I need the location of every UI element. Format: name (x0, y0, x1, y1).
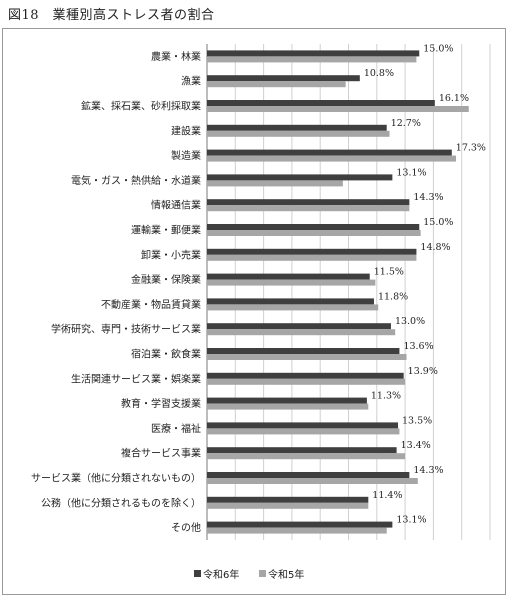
data-label: 12.7% (391, 118, 421, 129)
bar-2024 (207, 397, 367, 404)
bar-2023 (207, 304, 379, 311)
category-label: 製造業 (171, 149, 201, 162)
bar-2024 (207, 50, 420, 57)
category-label: 卸業・小売業 (141, 248, 201, 261)
category-label: 電気・ガス・熱供給・水道業 (71, 174, 201, 187)
category-label: 教育・学習支援業 (121, 397, 201, 410)
bar-2024 (207, 149, 452, 156)
data-label: 16.1% (439, 93, 469, 104)
bar-2023 (207, 180, 343, 187)
bar-2023 (207, 403, 369, 410)
category-label: 医療・福祉 (151, 422, 201, 435)
bar-2023 (207, 279, 376, 286)
category-label: 鉱業、採石業、砂利採取業 (81, 100, 201, 113)
bar-2024 (207, 521, 393, 528)
bar-2023 (207, 155, 457, 162)
bar-2023 (207, 354, 407, 360)
data-label: 13.0% (395, 316, 425, 327)
bar-2024 (207, 199, 410, 206)
bar-2023 (207, 230, 421, 236)
data-label: 13.5% (402, 415, 432, 426)
bar-2023 (207, 106, 469, 112)
bar-2023 (207, 478, 418, 484)
data-label: 11.4% (372, 490, 402, 501)
category-label: 運輸業・郵便業 (131, 224, 201, 237)
category-label: サービス業（他に分類されないもの） (31, 472, 201, 485)
data-label: 14.3% (413, 192, 443, 203)
data-label: 15.0% (423, 43, 453, 54)
bar-2023 (207, 453, 406, 460)
legend-swatch-2023 (259, 570, 266, 577)
bar-2023 (207, 329, 396, 336)
bar-2024 (207, 248, 417, 255)
bar-2023 (207, 502, 369, 509)
legend-swatch-2024 (194, 570, 201, 577)
data-label: 13.4% (401, 440, 431, 451)
category-label: 宿泊業・飲食業 (131, 348, 201, 361)
category-label: 建設業 (171, 124, 201, 137)
bar-2023 (207, 130, 390, 137)
category-label: 金融業・保険業 (131, 273, 201, 286)
bar-2024 (207, 298, 374, 305)
bar-2024 (207, 323, 391, 330)
data-label: 13.1% (396, 515, 426, 526)
data-label: 17.3% (456, 143, 486, 154)
bar-2024 (207, 372, 404, 379)
page-title: 図18 業種別高ストレス者の割合 (8, 8, 215, 23)
category-label: 不動産業・物品賃貸業 (101, 298, 201, 311)
data-label: 13.9% (408, 366, 438, 377)
data-label: 11.5% (374, 267, 404, 278)
category-label: その他 (171, 521, 201, 534)
data-label: 14.8% (420, 242, 450, 253)
bar-2023 (207, 81, 346, 88)
bar-2024 (207, 224, 420, 230)
legend-label-2023: 令和5年 (268, 568, 304, 581)
bar-2023 (207, 254, 417, 261)
legend-label-2024: 令和6年 (203, 568, 239, 581)
category-label: 漁業 (181, 75, 201, 88)
data-label: 11.8% (378, 291, 408, 302)
data-label: 15.0% (423, 217, 453, 228)
chart-frame (2, 28, 506, 595)
bar-2024 (207, 100, 435, 106)
bar-2024 (207, 422, 399, 429)
bar-2023 (207, 527, 387, 534)
bar-2023 (207, 428, 400, 435)
category-label: 生活関連サービス業・娯楽業 (71, 372, 201, 385)
data-label: 13.1% (396, 167, 426, 178)
category-label: 公務（他に分類されるものを除く） (41, 496, 201, 509)
category-label: 農業・林業 (151, 50, 201, 63)
bar-2023 (207, 378, 406, 385)
data-label: 13.6% (403, 341, 433, 352)
category-label: 学術研究、専門・技術サービス業 (51, 323, 201, 336)
bar-2023 (207, 205, 410, 212)
bar-2024 (207, 124, 387, 131)
bar-2024 (207, 447, 397, 454)
bar-2024 (207, 496, 369, 503)
bar-2023 (207, 56, 417, 63)
bar-2024 (207, 348, 400, 354)
category-label: 情報通信業 (151, 199, 201, 212)
bar-2024 (207, 472, 410, 478)
data-label: 14.3% (413, 465, 443, 476)
data-label: 10.8% (364, 68, 394, 79)
category-label: 複合サービス事業 (121, 447, 201, 460)
bar-2024 (207, 75, 360, 82)
bar-2024 (207, 273, 370, 280)
bar-2024 (207, 174, 393, 181)
data-label: 11.3% (371, 391, 401, 402)
